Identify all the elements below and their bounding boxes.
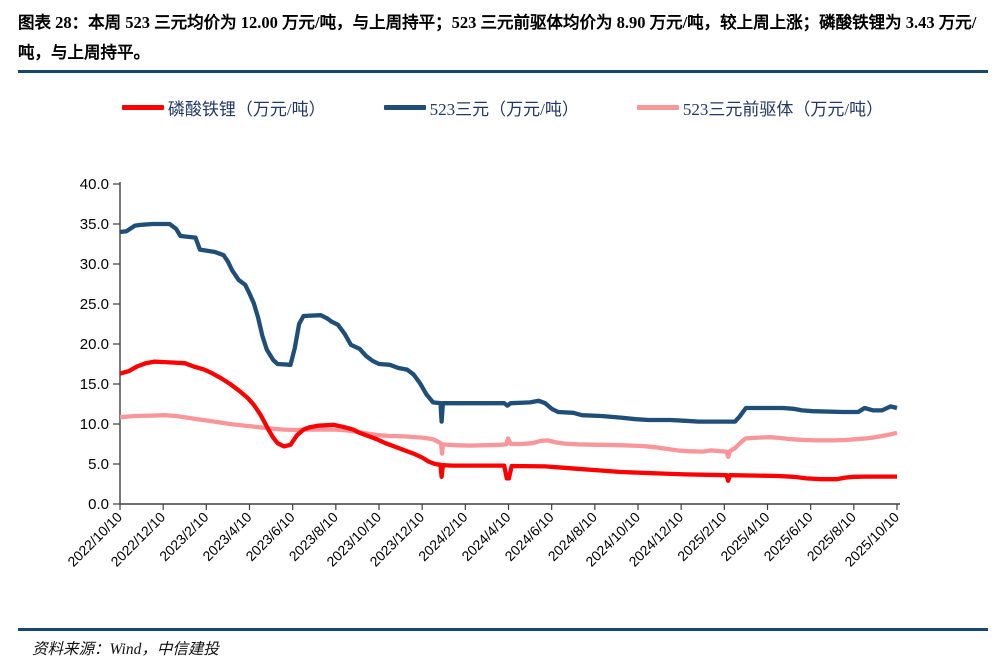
y-tick-label: 15.0	[80, 376, 109, 393]
y-tick-label: 25.0	[80, 296, 109, 313]
series-line-1	[119, 221, 898, 424]
y-tick-label: 0.0	[88, 496, 109, 513]
series-line-0	[119, 359, 897, 483]
legend-label: 523三元（万元/吨）	[429, 99, 579, 119]
chart-legend: 磷酸铁锂（万元/吨） 523三元（万元/吨） 523三元前驱体（万元/吨）	[0, 94, 1005, 120]
legend-line-swatch	[121, 104, 164, 110]
legend-line-swatch	[636, 104, 679, 110]
y-tick-label: 10.0	[80, 416, 109, 433]
legend-label: 磷酸铁锂（万元/吨）	[167, 99, 326, 119]
legend-item: 523三元（万元/吨）	[383, 95, 579, 120]
y-tick-label: 40.0	[80, 176, 109, 193]
y-tick-label: 20.0	[80, 336, 109, 353]
figure-caption-label: 图表 28：	[18, 13, 89, 32]
legend-line-swatch	[383, 104, 426, 110]
series-line-2	[119, 413, 898, 459]
footer-divider-rule	[18, 628, 988, 631]
data-source-note: 资料来源：Wind，中信建投	[32, 641, 219, 658]
caption-divider-rule	[18, 70, 988, 73]
legend-item: 523三元前驱体（万元/吨）	[636, 95, 884, 120]
y-tick-label: 35.0	[80, 216, 109, 233]
legend-item: 磷酸铁锂（万元/吨）	[121, 95, 326, 120]
y-tick-label: 30.0	[80, 256, 109, 273]
figure-caption: 图表 28：本周 523 三元均价为 12.00 万元/吨，与上周持平；523 …	[18, 8, 986, 68]
figure-caption-text: 本周 523 三元均价为 12.00 万元/吨，与上周持平；523 三元前驱体均…	[18, 13, 977, 62]
legend-label: 523三元前驱体（万元/吨）	[682, 99, 884, 119]
y-tick-label: 5.0	[88, 456, 109, 473]
